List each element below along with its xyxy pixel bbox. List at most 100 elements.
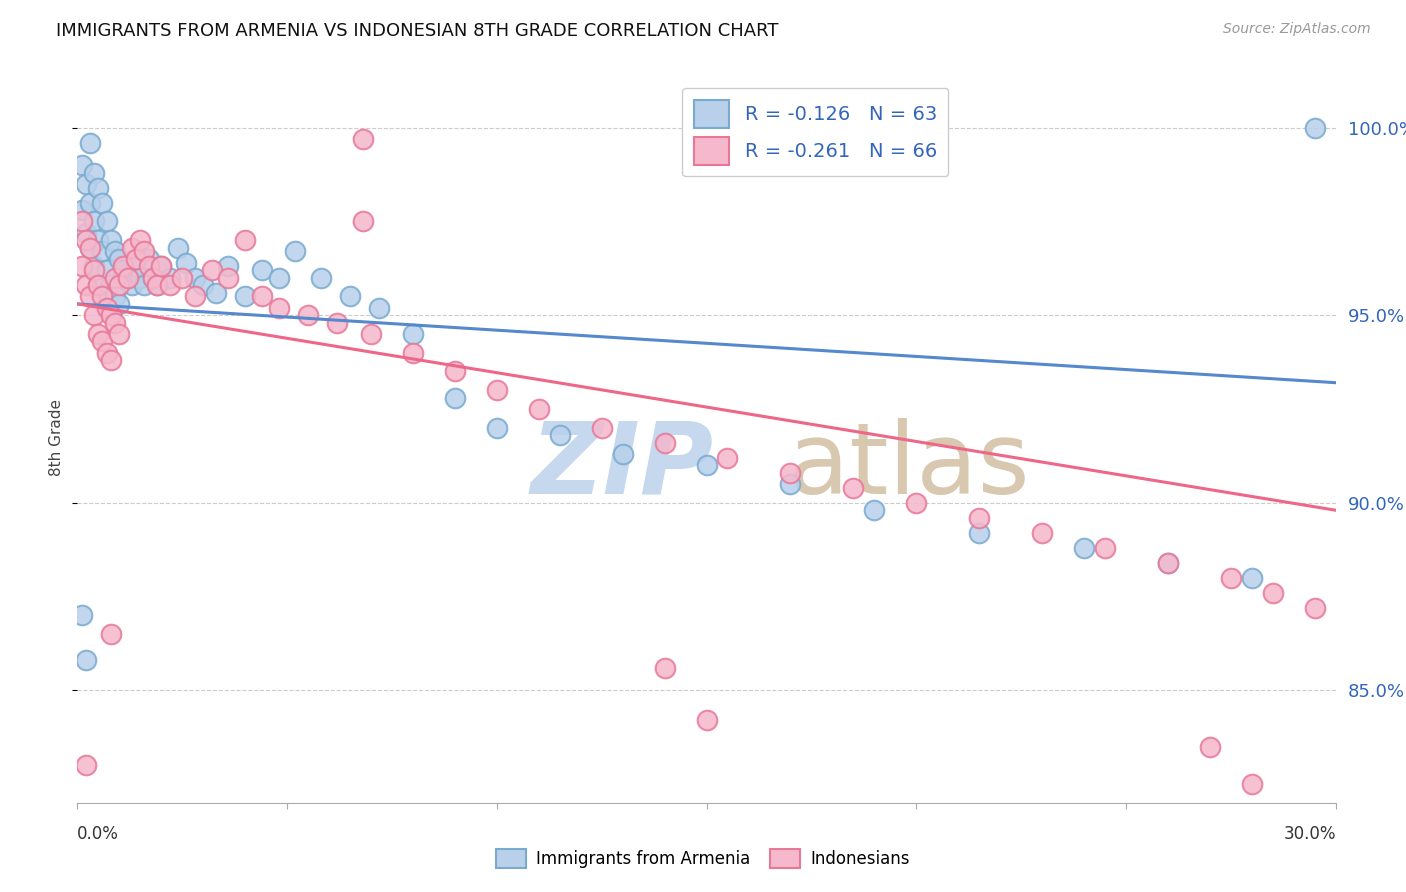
Point: [108, 278, 131, 293]
Point: [1157, 556, 1180, 570]
Point: [1240, 777, 1263, 791]
Point: [184, 289, 207, 303]
Point: [121, 241, 143, 255]
Point: [1303, 600, 1326, 615]
Point: [87, 233, 110, 247]
Point: [1199, 739, 1222, 754]
Point: [91, 244, 114, 259]
Point: [200, 263, 222, 277]
Point: [108, 297, 131, 311]
Point: [326, 316, 349, 330]
Point: [70, 260, 93, 274]
Point: [83, 214, 105, 228]
Point: [104, 316, 127, 330]
Point: [267, 270, 290, 285]
Point: [1303, 120, 1326, 135]
Point: [138, 252, 160, 266]
Text: ZIP: ZIP: [530, 417, 713, 515]
Point: [1219, 571, 1241, 585]
Point: [217, 270, 239, 285]
Legend: R = -0.126   N = 63, R = -0.261   N = 66: R = -0.126 N = 63, R = -0.261 N = 66: [682, 88, 949, 177]
Point: [83, 260, 105, 274]
Point: [112, 260, 135, 274]
Point: [184, 270, 207, 285]
Point: [134, 278, 156, 293]
Point: [444, 364, 467, 378]
Point: [233, 233, 256, 247]
Point: [87, 278, 110, 293]
Point: [485, 383, 508, 397]
Point: [96, 301, 118, 315]
Text: 0.0%: 0.0%: [77, 825, 120, 843]
Point: [842, 481, 865, 495]
Point: [100, 278, 122, 293]
Point: [172, 270, 194, 285]
Point: [100, 353, 122, 368]
Point: [70, 214, 93, 228]
Point: [360, 326, 382, 341]
Point: [309, 270, 332, 285]
Point: [100, 233, 122, 247]
Point: [79, 136, 101, 150]
Point: [100, 627, 122, 641]
Point: [91, 195, 114, 210]
Point: [167, 241, 190, 255]
Point: [150, 260, 173, 274]
Point: [104, 244, 127, 259]
Point: [527, 401, 550, 416]
Point: [352, 132, 374, 146]
Point: [1157, 556, 1180, 570]
Point: [654, 435, 676, 450]
Point: [108, 252, 131, 266]
Point: [779, 466, 801, 480]
Point: [1261, 586, 1284, 600]
Point: [297, 308, 319, 322]
Point: [1094, 541, 1116, 555]
Point: [267, 301, 290, 315]
Point: [863, 503, 886, 517]
Point: [75, 233, 97, 247]
Point: [905, 496, 928, 510]
Point: [75, 278, 97, 293]
Point: [1031, 525, 1053, 540]
Point: [70, 203, 93, 218]
Point: [87, 180, 110, 194]
Point: [83, 166, 105, 180]
Point: [444, 391, 467, 405]
Point: [967, 525, 990, 540]
Point: [134, 244, 156, 259]
Point: [191, 278, 215, 293]
Point: [83, 263, 105, 277]
Point: [159, 278, 181, 293]
Legend: Immigrants from Armenia, Indonesians: Immigrants from Armenia, Indonesians: [489, 842, 917, 875]
Point: [108, 326, 131, 341]
Point: [129, 270, 152, 285]
Point: [591, 420, 613, 434]
Point: [1240, 571, 1263, 585]
Point: [204, 285, 226, 300]
Point: [233, 289, 256, 303]
Y-axis label: 8th Grade: 8th Grade: [49, 399, 65, 475]
Point: [339, 289, 361, 303]
Point: [79, 241, 101, 255]
Point: [967, 510, 990, 524]
Point: [70, 158, 93, 172]
Point: [100, 308, 122, 322]
Point: [716, 450, 738, 465]
Point: [83, 308, 105, 322]
Text: atlas: atlas: [789, 417, 1031, 515]
Point: [142, 270, 165, 285]
Point: [87, 278, 110, 293]
Point: [402, 345, 425, 359]
Point: [696, 713, 718, 727]
Point: [112, 263, 135, 277]
Point: [75, 758, 97, 772]
Text: Source: ZipAtlas.com: Source: ZipAtlas.com: [1223, 22, 1371, 37]
Point: [138, 260, 160, 274]
Point: [142, 270, 165, 285]
Point: [129, 233, 152, 247]
Point: [146, 278, 169, 293]
Point: [87, 326, 110, 341]
Point: [91, 334, 114, 349]
Point: [159, 270, 181, 285]
